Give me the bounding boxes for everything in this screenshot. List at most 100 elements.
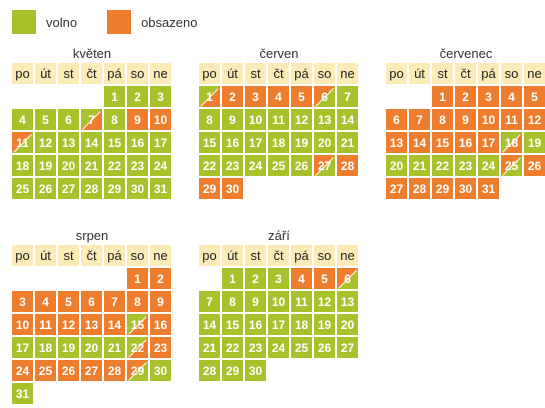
day-cell[interactable]: 28 — [337, 155, 358, 176]
day-cell[interactable]: 7 — [409, 109, 430, 130]
day-cell[interactable]: 11 — [35, 314, 56, 335]
day-cell[interactable]: 5 — [524, 86, 545, 107]
day-cell[interactable]: 30 — [222, 178, 243, 199]
day-cell[interactable]: 4 — [291, 268, 312, 289]
day-cell[interactable]: 1 — [127, 268, 148, 289]
day-cell[interactable]: 12 — [58, 314, 79, 335]
day-cell[interactable]: 21 — [337, 132, 358, 153]
day-cell[interactable]: 1 — [199, 86, 220, 107]
day-cell[interactable]: 7 — [199, 291, 220, 312]
day-cell[interactable]: 2 — [222, 86, 243, 107]
day-cell[interactable]: 11 — [268, 109, 289, 130]
day-cell[interactable]: 12 — [524, 109, 545, 130]
day-cell[interactable]: 13 — [386, 132, 407, 153]
day-cell[interactable]: 14 — [409, 132, 430, 153]
day-cell[interactable]: 20 — [314, 132, 335, 153]
day-cell[interactable]: 25 — [35, 360, 56, 381]
day-cell[interactable]: 5 — [314, 268, 335, 289]
day-cell[interactable]: 12 — [314, 291, 335, 312]
day-cell[interactable]: 18 — [291, 314, 312, 335]
day-cell[interactable]: 18 — [12, 155, 33, 176]
day-cell[interactable]: 30 — [455, 178, 476, 199]
day-cell[interactable]: 9 — [245, 291, 266, 312]
day-cell[interactable]: 1 — [104, 86, 125, 107]
day-cell[interactable]: 23 — [245, 337, 266, 358]
day-cell[interactable]: 3 — [478, 86, 499, 107]
day-cell[interactable]: 20 — [337, 314, 358, 335]
day-cell[interactable]: 9 — [455, 109, 476, 130]
day-cell[interactable]: 25 — [268, 155, 289, 176]
day-cell[interactable]: 23 — [222, 155, 243, 176]
day-cell[interactable]: 30 — [127, 178, 148, 199]
day-cell[interactable]: 14 — [81, 132, 102, 153]
day-cell[interactable]: 30 — [245, 360, 266, 381]
day-cell[interactable]: 11 — [291, 291, 312, 312]
day-cell[interactable]: 16 — [455, 132, 476, 153]
day-cell[interactable]: 24 — [150, 155, 171, 176]
day-cell[interactable]: 4 — [501, 86, 522, 107]
day-cell[interactable]: 7 — [337, 86, 358, 107]
day-cell[interactable]: 10 — [12, 314, 33, 335]
day-cell[interactable]: 21 — [199, 337, 220, 358]
day-cell[interactable]: 27 — [386, 178, 407, 199]
day-cell[interactable]: 17 — [12, 337, 33, 358]
day-cell[interactable]: 26 — [314, 337, 335, 358]
day-cell[interactable]: 30 — [150, 360, 171, 381]
day-cell[interactable]: 29 — [199, 178, 220, 199]
day-cell[interactable]: 5 — [35, 109, 56, 130]
day-cell[interactable]: 24 — [268, 337, 289, 358]
day-cell[interactable]: 19 — [291, 132, 312, 153]
day-cell[interactable]: 16 — [150, 314, 171, 335]
day-cell[interactable]: 6 — [314, 86, 335, 107]
day-cell[interactable]: 29 — [127, 360, 148, 381]
day-cell[interactable]: 10 — [268, 291, 289, 312]
day-cell[interactable]: 21 — [409, 155, 430, 176]
day-cell[interactable]: 21 — [81, 155, 102, 176]
day-cell[interactable]: 8 — [222, 291, 243, 312]
day-cell[interactable]: 27 — [337, 337, 358, 358]
day-cell[interactable]: 12 — [35, 132, 56, 153]
day-cell[interactable]: 18 — [268, 132, 289, 153]
day-cell[interactable]: 27 — [81, 360, 102, 381]
day-cell[interactable]: 28 — [409, 178, 430, 199]
day-cell[interactable]: 1 — [432, 86, 453, 107]
day-cell[interactable]: 22 — [432, 155, 453, 176]
day-cell[interactable]: 25 — [291, 337, 312, 358]
day-cell[interactable]: 5 — [291, 86, 312, 107]
day-cell[interactable]: 19 — [314, 314, 335, 335]
day-cell[interactable]: 3 — [12, 291, 33, 312]
day-cell[interactable]: 23 — [150, 337, 171, 358]
day-cell[interactable]: 15 — [432, 132, 453, 153]
day-cell[interactable]: 26 — [524, 155, 545, 176]
day-cell[interactable]: 17 — [268, 314, 289, 335]
day-cell[interactable]: 6 — [386, 109, 407, 130]
day-cell[interactable]: 9 — [127, 109, 148, 130]
day-cell[interactable]: 9 — [150, 291, 171, 312]
day-cell[interactable]: 22 — [222, 337, 243, 358]
day-cell[interactable]: 27 — [58, 178, 79, 199]
day-cell[interactable]: 17 — [150, 132, 171, 153]
day-cell[interactable]: 14 — [199, 314, 220, 335]
day-cell[interactable]: 27 — [314, 155, 335, 176]
day-cell[interactable]: 12 — [291, 109, 312, 130]
day-cell[interactable]: 2 — [127, 86, 148, 107]
day-cell[interactable]: 8 — [432, 109, 453, 130]
day-cell[interactable]: 9 — [222, 109, 243, 130]
day-cell[interactable]: 29 — [432, 178, 453, 199]
day-cell[interactable]: 17 — [245, 132, 266, 153]
day-cell[interactable]: 13 — [81, 314, 102, 335]
day-cell[interactable]: 20 — [81, 337, 102, 358]
day-cell[interactable]: 28 — [199, 360, 220, 381]
day-cell[interactable]: 17 — [478, 132, 499, 153]
day-cell[interactable]: 3 — [268, 268, 289, 289]
day-cell[interactable]: 11 — [12, 132, 33, 153]
day-cell[interactable]: 20 — [386, 155, 407, 176]
day-cell[interactable]: 31 — [12, 383, 33, 404]
day-cell[interactable]: 15 — [199, 132, 220, 153]
day-cell[interactable]: 7 — [81, 109, 102, 130]
day-cell[interactable]: 3 — [150, 86, 171, 107]
day-cell[interactable]: 16 — [127, 132, 148, 153]
day-cell[interactable]: 28 — [81, 178, 102, 199]
day-cell[interactable]: 7 — [104, 291, 125, 312]
day-cell[interactable]: 23 — [455, 155, 476, 176]
